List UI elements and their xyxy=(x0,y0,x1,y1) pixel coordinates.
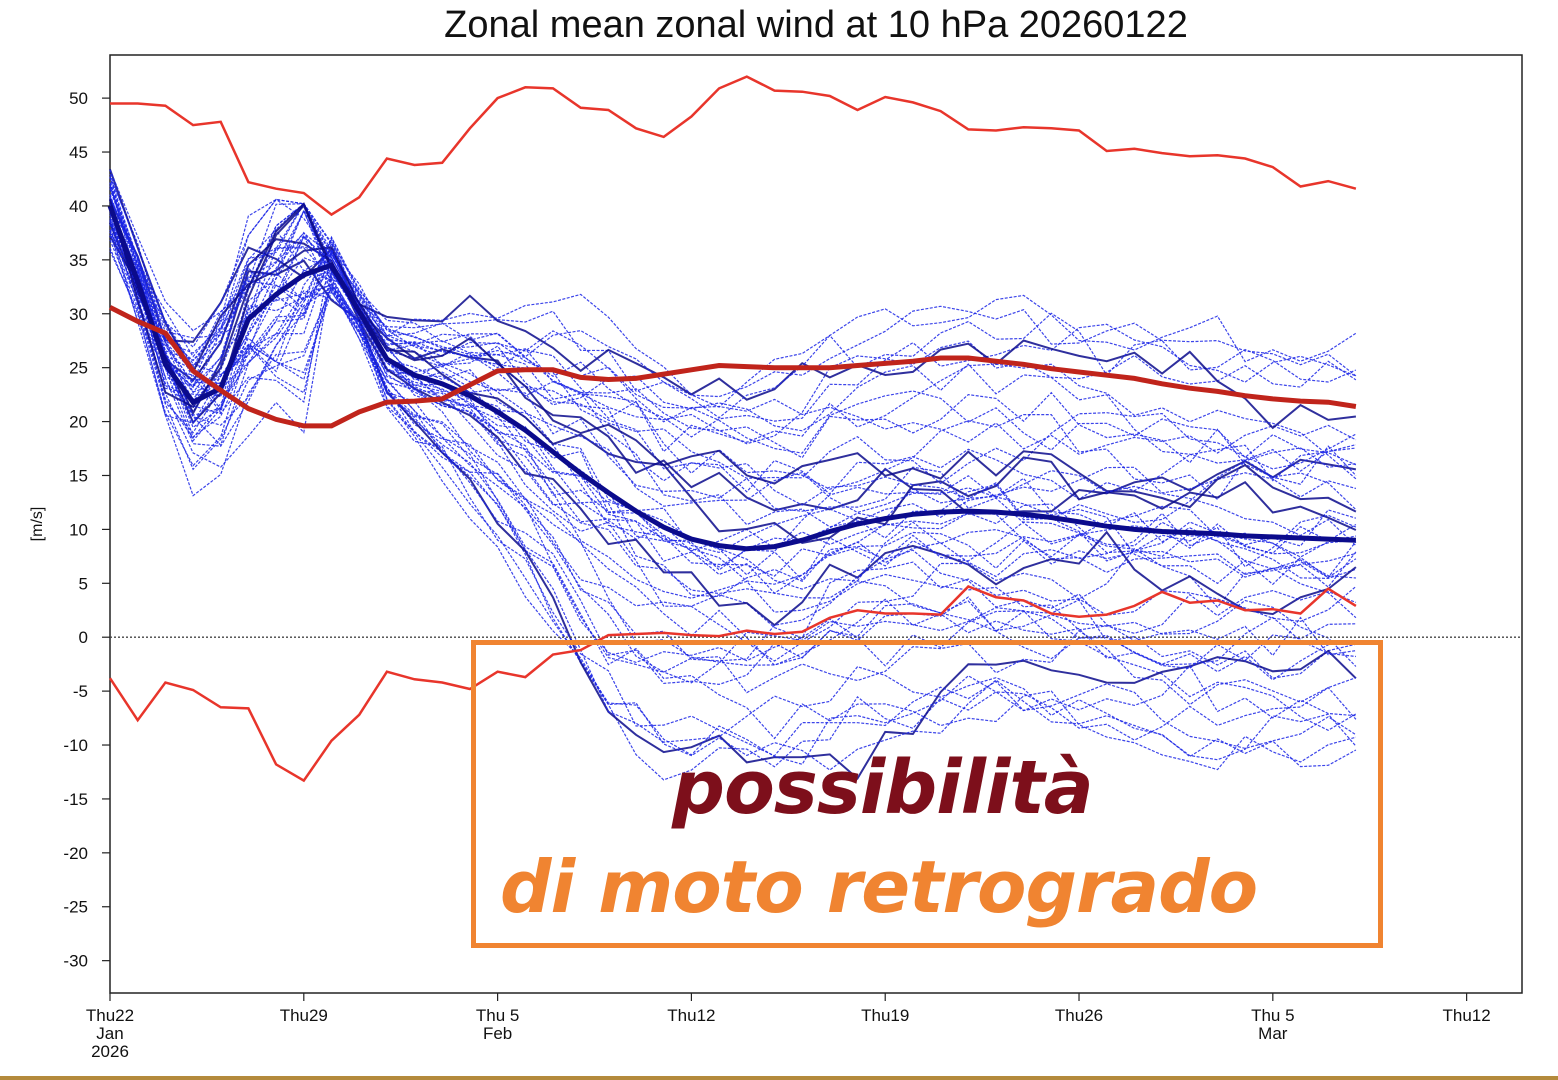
ensemble-member-line xyxy=(109,185,1357,480)
ensemble-member-line xyxy=(109,176,1357,445)
y-tick-label: 0 xyxy=(79,628,88,647)
ensemble-member-line xyxy=(109,197,1356,524)
x-tick-label: Thu12 xyxy=(1443,1006,1491,1025)
ensemble-member-line xyxy=(109,202,1356,585)
ensemble-member-line xyxy=(109,187,1357,455)
ensemble-member-line xyxy=(109,214,1356,594)
y-tick-label: 45 xyxy=(69,143,88,162)
ensemble-member-line xyxy=(109,169,1357,419)
y-tick-label: 15 xyxy=(69,466,88,485)
envelope-min-line xyxy=(108,585,1357,783)
ensemble-member-line xyxy=(109,203,1357,544)
ensemble-member-line xyxy=(109,198,1357,485)
annotation-text-line2: di moto retrogrado xyxy=(500,845,1258,929)
y-tick-label: -30 xyxy=(63,952,88,971)
ensemble-member-line xyxy=(109,223,1356,684)
ensemble-member-line xyxy=(109,182,1357,528)
ensemble-member-line xyxy=(109,212,1357,568)
ensemble-member-line xyxy=(109,217,1357,619)
x-tick-label: Thu22 xyxy=(86,1006,134,1025)
ensemble-member-line xyxy=(109,250,1357,771)
x-tick-label: Thu29 xyxy=(280,1006,328,1025)
x-tick-label: Thu19 xyxy=(861,1006,909,1025)
ensemble-member-line xyxy=(109,229,1357,771)
y-tick-label: 40 xyxy=(69,197,88,216)
y-tick-label: 10 xyxy=(69,520,88,539)
plot-area-frame xyxy=(109,54,1523,994)
y-tick-label: 50 xyxy=(69,89,88,108)
annotation-text-line1: possibilità xyxy=(672,745,1094,831)
ensemble-member-line xyxy=(109,185,1357,558)
ensemble-member-line xyxy=(109,182,1357,511)
ensemble-members xyxy=(109,168,1357,781)
x-tick-label: Thu 5 xyxy=(476,1006,519,1025)
x-tick-label: 2026 xyxy=(91,1042,129,1061)
climatology-line xyxy=(108,305,1357,429)
ensemble-member-line xyxy=(109,205,1357,558)
ensemble-member-line xyxy=(109,219,1357,731)
ensemble-member-line xyxy=(109,194,1356,500)
ensemble-member-line xyxy=(109,208,1357,634)
y-tick-label: 20 xyxy=(69,413,88,432)
y-tick-label: -15 xyxy=(63,790,88,809)
ensemble-member-line xyxy=(109,194,1357,438)
ensemble-member-line xyxy=(109,247,1357,757)
ensemble-member-line xyxy=(109,168,1357,430)
ensemble-member-line xyxy=(109,173,1357,408)
bottom-rule xyxy=(0,1076,1558,1080)
annotation-box xyxy=(471,640,1383,948)
y-tick-label: -25 xyxy=(63,898,88,917)
ensemble-member-line xyxy=(109,177,1357,398)
ensemble-member-line xyxy=(109,198,1357,513)
y-tick-label: -5 xyxy=(73,682,88,701)
y-tick-label: 35 xyxy=(69,251,88,270)
highlight-series xyxy=(107,75,1522,783)
y-tick-label: 30 xyxy=(69,305,88,324)
ensemble-member-line xyxy=(109,220,1356,686)
envelope-max-line xyxy=(110,75,1357,217)
y-tick-label: 5 xyxy=(79,574,88,593)
y-tick-label: 25 xyxy=(69,359,88,378)
ensemble-member-line xyxy=(109,209,1357,547)
ensemble-member-line xyxy=(109,207,1357,586)
chart-title: Zonal mean zonal wind at 10 hPa 20260122 xyxy=(444,4,1188,46)
ensemble-member-line xyxy=(109,231,1357,706)
ensemble-member-line xyxy=(109,231,1357,768)
x-tick-label: Mar xyxy=(1258,1024,1288,1043)
ensemble-member-line xyxy=(109,188,1357,472)
x-tick-label: Thu 5 xyxy=(1251,1006,1294,1025)
ensemble-mean-line xyxy=(107,205,1356,552)
ensemble-member-line xyxy=(109,219,1356,662)
x-tick-label: Jan xyxy=(96,1024,123,1043)
y-tick-label: -20 xyxy=(63,844,88,863)
x-tick-label: Feb xyxy=(483,1024,512,1043)
x-tick-label: Thu12 xyxy=(667,1006,715,1025)
y-tick-label: -10 xyxy=(63,736,88,755)
ensemble-member-line xyxy=(109,200,1356,670)
ensemble-member-line xyxy=(109,235,1357,781)
y-axis-label: [m/s] xyxy=(29,507,46,542)
ensemble-member-line xyxy=(109,205,1357,639)
ensemble-member-line xyxy=(109,198,1357,599)
x-tick-label: Thu26 xyxy=(1055,1006,1103,1025)
